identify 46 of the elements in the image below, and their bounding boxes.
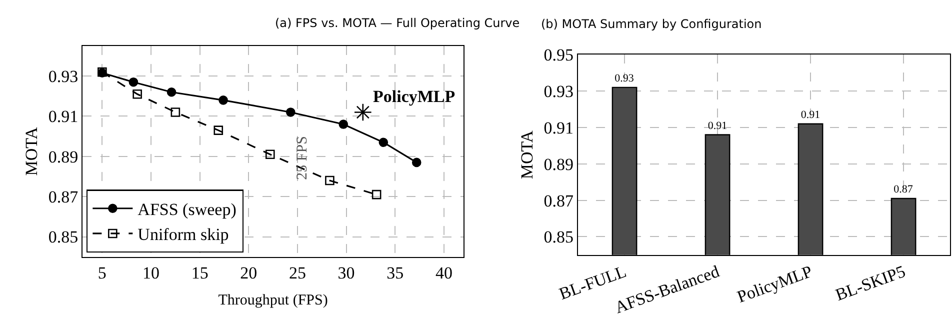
y-tick-label: 0.89 [544, 154, 574, 174]
point [128, 77, 138, 87]
point [378, 138, 388, 147]
point [372, 190, 382, 200]
chart-title: (a) FPS vs. MOTA — Full Operating Curve [275, 16, 520, 30]
y-tick-label: 0.87 [544, 191, 574, 210]
point [132, 89, 142, 99]
y-tick-label: 0.89 [48, 147, 78, 166]
annotation: 25 FPS [294, 136, 310, 180]
data-label: 0.93 [614, 72, 634, 84]
point [170, 108, 180, 117]
y-axis-title: MOTA [22, 126, 41, 176]
x-tick-label: 35 [386, 263, 404, 282]
data-label: 0.87 [894, 183, 914, 196]
x-tick-label: 30 [338, 263, 355, 282]
legend-label: Uniform skip [138, 225, 229, 244]
x-tick-label: 10 [142, 263, 160, 282]
x-tick-label: 25 [288, 263, 306, 282]
y-tick-label: 0.95 [544, 46, 574, 65]
point [286, 108, 296, 117]
x-tick-label: 20 [240, 263, 258, 282]
point [214, 126, 224, 135]
data-label: 0.91 [800, 108, 820, 121]
legend-label: AFSS (sweep) [138, 200, 236, 220]
point [265, 150, 275, 160]
y-tick-label: 0.93 [544, 82, 574, 102]
y-tick-label: 0.93 [48, 67, 78, 86]
y-tick-label: 0.91 [48, 107, 78, 126]
point [412, 158, 422, 168]
y-tick-label: 0.87 [48, 188, 79, 207]
series-label: PolicyMLP [373, 87, 456, 106]
y-axis-title: MOTA [517, 130, 536, 180]
point [354, 103, 372, 122]
point [218, 96, 228, 105]
chart-title: (b) MOTA Summary by Configuration [541, 17, 762, 31]
x-tick-label: 40 [435, 263, 452, 282]
x-tick-label: 5 [98, 263, 106, 282]
y-tick-label: 0.85 [48, 228, 78, 247]
x-axis-title: Throughput (FPS) [218, 292, 328, 308]
data-label: 0.91 [708, 120, 728, 132]
point [166, 87, 176, 97]
point [338, 120, 348, 129]
point [325, 176, 334, 186]
y-tick-label: 0.91 [544, 118, 574, 138]
x-tick-label: 15 [191, 263, 208, 282]
y-tick-label: 0.85 [544, 228, 574, 247]
